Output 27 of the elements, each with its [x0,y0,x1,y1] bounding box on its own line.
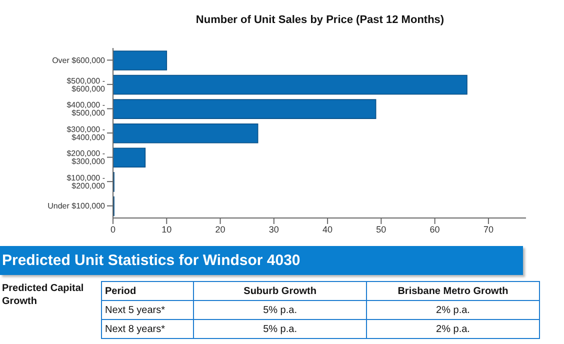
text: Next 5 years* [102,300,194,320]
text: Predicted Capital Growth [2,282,85,308]
y-tick-label: $400,000 - $500,000 [66,100,106,118]
y-tick-label: Over $600,000 [52,56,106,65]
y-tick-label: $300,000 - $400,000 [66,124,106,142]
chart-title: Number of Unit Sales by Price (Past 12 Months) [194,14,446,26]
text: 5% p.a. [194,300,366,320]
x-tick-label: 0 [110,224,116,234]
x-tick-label: 40 [322,224,333,234]
text: Brisbane Metro Growth [366,282,540,300]
text: 2% p.a. [366,300,540,320]
text: Next 8 years* [102,320,194,338]
y-tick-label: $500,000 - $600,000 [66,76,106,94]
text: 2% p.a. [366,320,540,338]
text: Suburb Growth [194,282,366,300]
text: 5% p.a. [194,320,366,338]
x-tick-label: 30 [268,224,279,234]
x-tick-label: 10 [162,224,172,234]
x-tick-label: 70 [483,224,494,234]
x-tick-label: 60 [430,224,440,234]
text: Period [102,282,194,300]
x-tick-label: 50 [376,224,386,234]
y-tick-label: $100,000 - $200,000 [66,173,106,190]
y-tick-label: $200,000 - $300,000 [66,149,106,166]
y-tick-label: Under $100,000 [48,202,106,211]
x-tick-label: 20 [215,224,226,234]
text: Predicted Unit Statistics for Windsor 4030 [0,246,523,275]
